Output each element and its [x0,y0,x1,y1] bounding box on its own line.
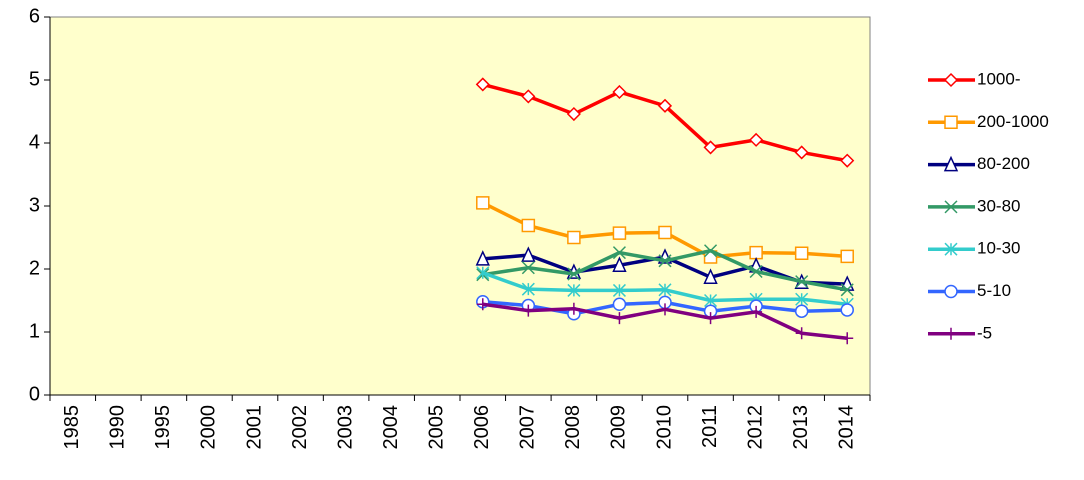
marker [658,254,672,268]
marker [750,305,763,318]
marker [794,304,809,318]
marker [657,98,673,113]
marker [659,303,671,316]
marker [521,261,535,275]
marker [943,155,959,172]
marker [521,218,536,233]
legend-label: -5 [977,323,992,342]
marker [795,275,809,289]
marker [612,226,627,240]
y-tick-label: 1 [29,320,40,342]
legend-label: 10-30 [977,239,1020,258]
marker [794,246,809,260]
marker [658,283,672,297]
marker [749,245,763,260]
marker [704,244,718,258]
marker [476,298,489,311]
x-tick-label: 2007 [517,405,539,450]
plot-area [49,16,871,396]
legend-label: 80-200 [977,154,1030,173]
marker [566,106,581,122]
marker [944,284,958,299]
marker [567,230,581,245]
marker [840,249,854,264]
marker [521,246,536,262]
legend-label: 5-10 [977,281,1011,300]
marker [613,312,626,325]
marker [612,283,626,297]
y-tick-label: 5 [29,68,40,90]
x-tick-label: 2014 [836,405,858,450]
marker [840,303,854,317]
marker [840,283,854,297]
y-tick-label: 4 [29,131,40,153]
x-tick-label: 2013 [790,405,812,450]
marker [521,282,535,296]
x-tick-label: 2004 [380,405,402,450]
x-tick-label: 1990 [107,405,129,450]
marker [749,264,763,279]
marker [944,242,958,256]
marker [794,145,809,160]
marker [612,256,627,272]
marker [658,225,672,240]
marker [522,304,535,317]
legend-label: 1000- [977,69,1020,88]
marker [795,292,809,306]
legend-label: 30-80 [977,196,1020,215]
x-tick-label: 2008 [562,405,584,450]
x-tick-label: 2006 [471,405,493,450]
marker [567,302,580,315]
x-tick-label: 2009 [608,405,630,450]
marker [945,327,957,340]
marker [612,297,627,312]
x-tick-label: 2010 [653,405,675,450]
y-tick-label: 2 [29,257,40,279]
marker [795,327,808,340]
x-tick-label: 2012 [744,405,766,450]
marker [703,268,718,284]
x-tick-label: 2000 [198,405,220,450]
marker [704,312,717,325]
marker [521,89,536,104]
marker [612,246,626,260]
marker [841,332,854,345]
marker [703,140,718,155]
marker [944,115,958,130]
legend-label: 200-1000 [977,112,1049,131]
x-tick-label: 2005 [426,405,448,450]
marker [840,153,855,168]
marker [475,77,490,92]
marker [749,132,764,147]
x-tick-label: 1985 [61,405,83,450]
marker [612,84,627,100]
x-tick-label: 2011 [699,405,721,448]
y-tick-label: 3 [29,194,40,216]
marker [475,250,490,266]
x-tick-label: 2001 [243,405,265,450]
marker [567,267,581,281]
marker [476,266,490,280]
y-tick-label: 0 [29,383,40,405]
x-tick-label: 2003 [334,405,356,450]
marker [944,200,958,214]
marker [567,283,581,297]
marker [943,72,959,88]
y-tick-label: 6 [29,5,40,27]
x-tick-label: 2002 [289,405,311,450]
x-tick-label: 1995 [152,405,174,450]
marker [476,196,490,210]
